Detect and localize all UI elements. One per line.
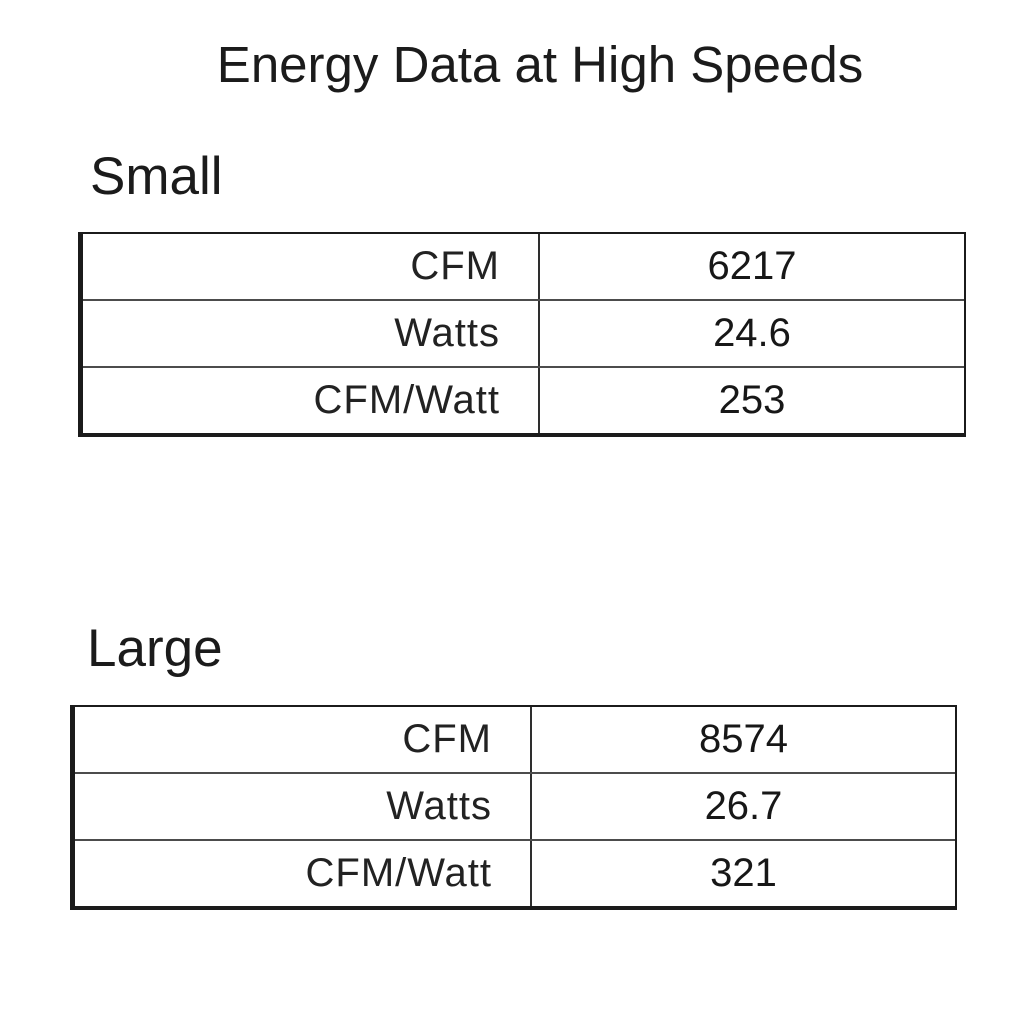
table-row: Watts 24.6 [83, 299, 964, 366]
page-title: Energy Data at High Speeds [216, 36, 864, 93]
table-row: CFM 8574 [75, 707, 955, 772]
row-label-watts: Watts [83, 301, 540, 366]
table-row: CFM 6217 [83, 234, 964, 299]
row-label-cfm: CFM [83, 234, 540, 299]
row-value-watts: 26.7 [704, 784, 783, 828]
table-row: CFM/Watt 253 [83, 366, 964, 433]
table-row: CFM/Watt 321 [75, 839, 955, 906]
row-label-watts: Watts [75, 774, 532, 839]
row-value-cfm-per-watt: 321 [710, 851, 777, 895]
row-value-cfm-per-watt: 253 [718, 378, 786, 422]
table-small: CFM 6217 Watts 24.6 CFM/Watt 253 [78, 232, 966, 437]
section-heading-small: Small [90, 147, 223, 206]
row-value-watts: 24.6 [713, 311, 791, 355]
section-heading-large: Large [87, 619, 223, 678]
row-label-cfm-per-watt: CFM/Watt [75, 841, 532, 906]
table-large: CFM 8574 Watts 26.7 CFM/Watt 321 [70, 705, 957, 910]
table-row: Watts 26.7 [75, 772, 955, 839]
row-value-cfm: 6217 [707, 244, 797, 288]
row-value-cfm: 8574 [699, 717, 788, 761]
row-label-cfm: CFM [75, 707, 532, 772]
row-label-cfm-per-watt: CFM/Watt [83, 368, 540, 433]
